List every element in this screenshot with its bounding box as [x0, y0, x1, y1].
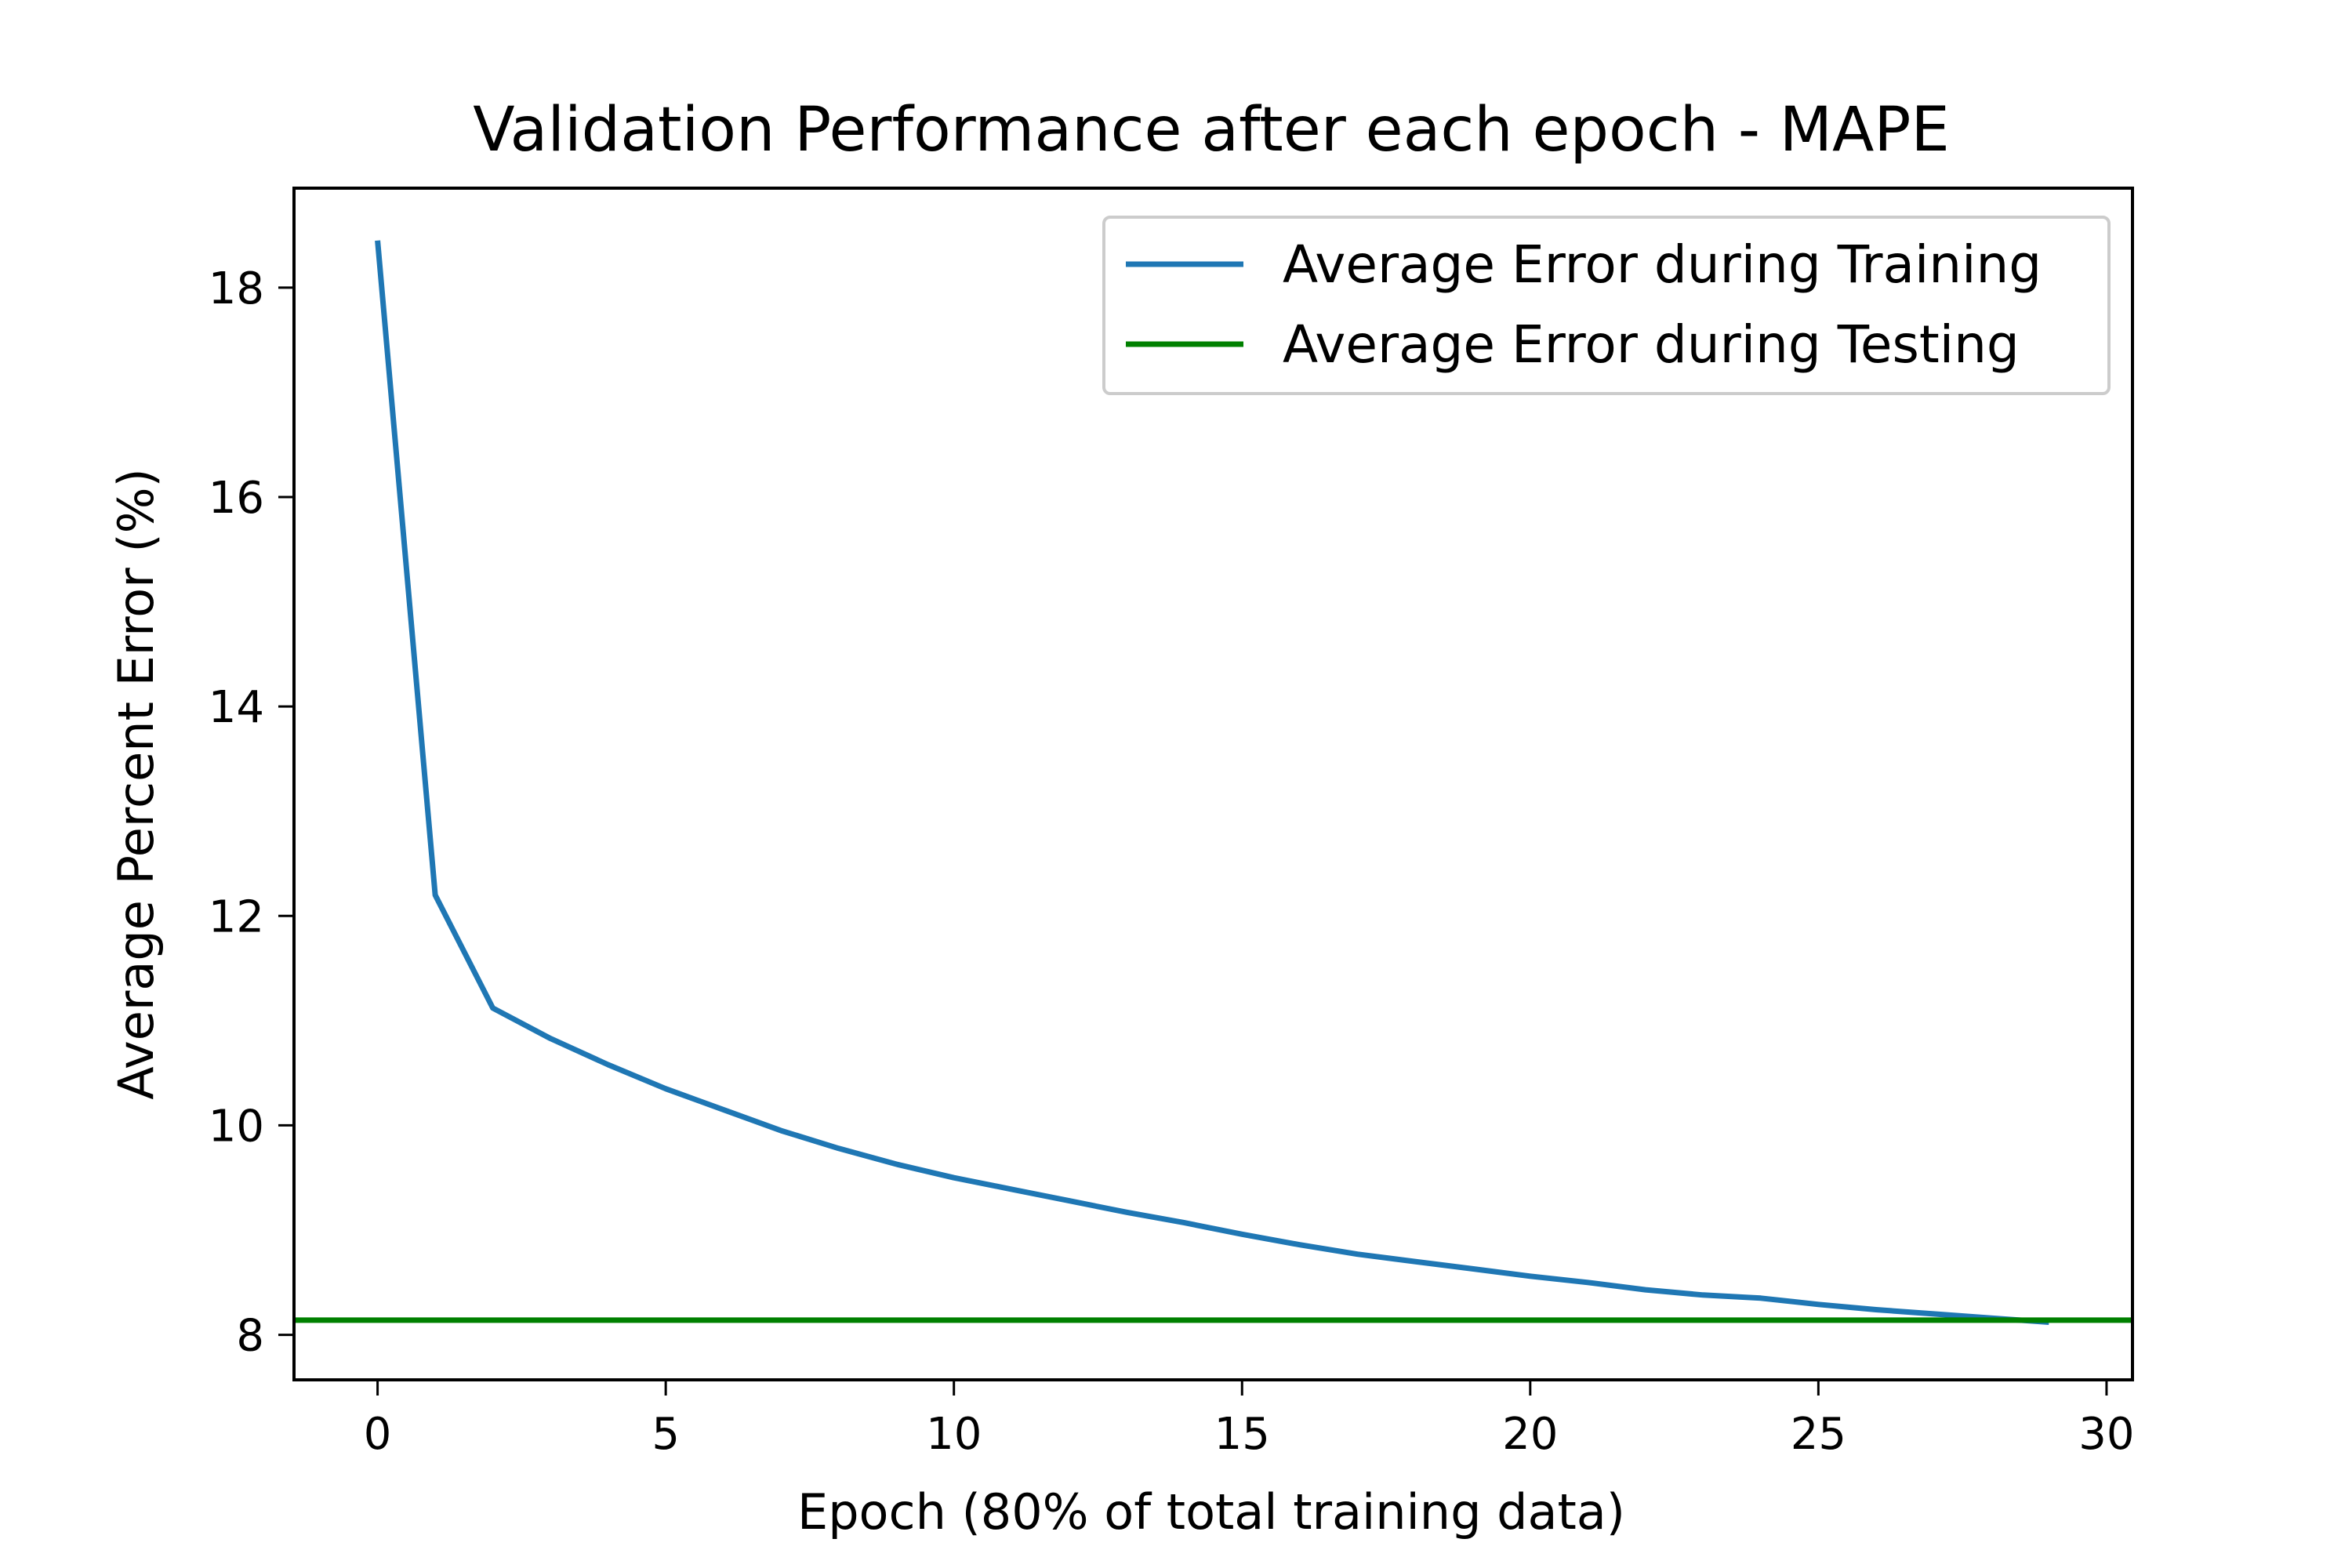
- series-group: [294, 240, 2132, 1325]
- y-tick-label: 10: [209, 1101, 264, 1152]
- legend: Average Error during Training Average Err…: [1102, 216, 2111, 395]
- legend-label: Average Error during Testing: [1283, 314, 2020, 375]
- y-axis-label: Average Percent Error (%): [107, 468, 165, 1099]
- x-tick-label: 10: [926, 1409, 982, 1460]
- y-tick-label: 14: [209, 682, 264, 733]
- legend-box: [1102, 216, 2111, 395]
- series-training-line: [375, 240, 2049, 1325]
- x-tick-label: 15: [1214, 1409, 1270, 1460]
- x-tick-label: 5: [652, 1409, 680, 1460]
- y-tick-label: 8: [236, 1311, 264, 1362]
- y-tick-label: 12: [209, 891, 264, 942]
- axes-frame: [292, 187, 2134, 1381]
- x-tick-label: 0: [364, 1409, 392, 1460]
- y-tick-label: 18: [209, 263, 264, 314]
- chart-title: Validation Performance after each epoch …: [473, 95, 1950, 165]
- y-tick-label: 16: [209, 473, 264, 524]
- x-axis-label: Epoch (80% of total training data): [797, 1483, 1625, 1541]
- x-tick-label: 20: [1502, 1409, 1558, 1460]
- x-tick-label: 25: [1791, 1409, 1846, 1460]
- plot-area: 0 5 10 15 20 25 30 8 10 12 14 16 18: [209, 187, 2135, 1460]
- legend-label: Average Error during Training: [1283, 234, 2042, 295]
- x-tick-label: 30: [2078, 1409, 2134, 1460]
